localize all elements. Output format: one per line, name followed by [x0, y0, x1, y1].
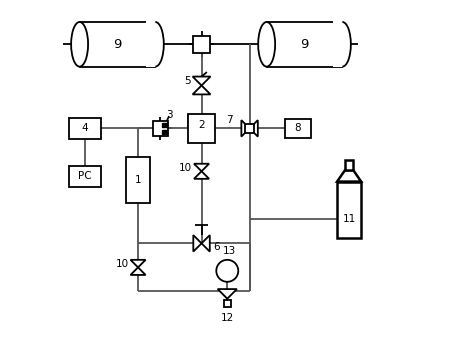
Bar	[337, 182, 361, 238]
Bar	[126, 157, 150, 203]
Ellipse shape	[258, 22, 275, 66]
Polygon shape	[194, 171, 209, 179]
Circle shape	[216, 260, 238, 282]
Polygon shape	[193, 85, 211, 94]
Text: 10: 10	[179, 163, 192, 173]
Text: 3: 3	[167, 110, 173, 120]
Polygon shape	[337, 170, 361, 182]
Polygon shape	[194, 164, 209, 171]
Text: 4: 4	[82, 124, 88, 133]
Text: 13: 13	[223, 246, 235, 256]
Bar	[333, 21, 343, 67]
Ellipse shape	[71, 22, 88, 66]
Ellipse shape	[334, 22, 351, 66]
Bar	[163, 122, 167, 127]
Text: 6: 6	[213, 242, 220, 252]
Text: 8: 8	[294, 124, 301, 133]
Polygon shape	[131, 267, 146, 275]
Text: 9: 9	[300, 38, 309, 51]
Bar	[285, 119, 311, 138]
Bar	[80, 22, 155, 66]
Polygon shape	[218, 289, 237, 299]
Bar	[193, 36, 210, 53]
Polygon shape	[131, 260, 146, 267]
Polygon shape	[193, 235, 202, 252]
Polygon shape	[193, 76, 211, 85]
Polygon shape	[250, 120, 258, 137]
Bar	[69, 166, 101, 187]
Bar	[267, 22, 343, 66]
Bar	[245, 124, 254, 133]
Text: 11: 11	[343, 214, 356, 224]
Text: 12: 12	[221, 313, 234, 323]
Text: PC: PC	[78, 171, 92, 181]
Ellipse shape	[147, 22, 164, 66]
Bar	[163, 130, 167, 134]
Bar	[345, 160, 353, 170]
Bar	[153, 121, 168, 136]
Polygon shape	[202, 235, 210, 252]
Bar	[188, 114, 215, 143]
Text: 9: 9	[113, 38, 122, 51]
Text: 10: 10	[116, 259, 129, 269]
Bar	[146, 21, 156, 67]
Text: 5: 5	[184, 76, 191, 86]
Text: 2: 2	[198, 120, 205, 130]
Polygon shape	[241, 120, 250, 137]
Text: 1: 1	[135, 175, 142, 185]
Text: 7: 7	[226, 115, 233, 125]
Bar	[224, 300, 231, 307]
Bar	[69, 118, 101, 139]
